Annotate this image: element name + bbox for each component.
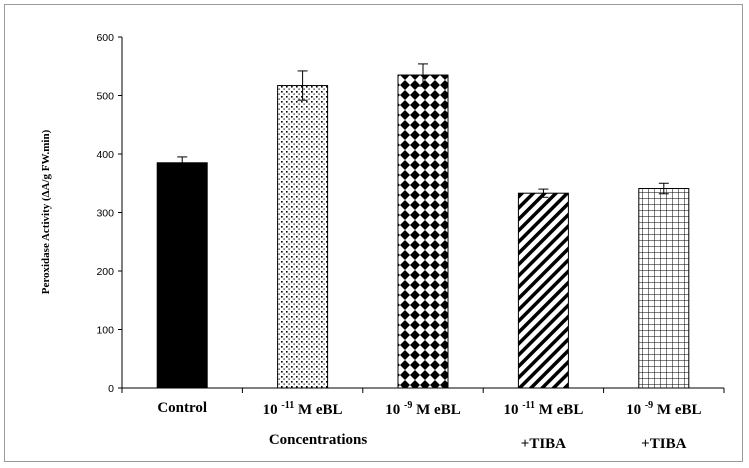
y-tick-label: 500 bbox=[96, 91, 114, 103]
category-label: 10 -11 M eBL bbox=[503, 400, 584, 418]
y-tick-label: 400 bbox=[96, 149, 114, 161]
category-label: 10 -9 M eBL bbox=[626, 400, 702, 418]
category-label-exponent: -11 bbox=[522, 400, 535, 411]
category-label-line2: +TIBA bbox=[520, 436, 567, 452]
y-axis-label: Peroxidase Activity (ΔA/g FW.min) bbox=[40, 129, 52, 295]
chart-frame bbox=[4, 4, 743, 462]
category-label: 10 -11 M eBL bbox=[262, 400, 343, 418]
category-label: Control bbox=[157, 400, 208, 416]
y-tick-label: 100 bbox=[96, 325, 114, 337]
y-tick-label: 600 bbox=[96, 32, 114, 44]
axes: 0 100 200 300 400 500 600 bbox=[96, 32, 725, 395]
category-label-exponent: -9 bbox=[404, 400, 413, 411]
bars bbox=[156, 63, 690, 389]
category-label-line2: +TIBA bbox=[641, 436, 687, 452]
y-tick-label: 200 bbox=[96, 266, 114, 278]
bar bbox=[277, 85, 329, 389]
category-label-exponent: -9 bbox=[644, 400, 654, 411]
y-tick-label: 0 bbox=[108, 383, 114, 395]
bar bbox=[517, 192, 569, 389]
y-tick-label: 300 bbox=[96, 208, 114, 220]
category-label: 10 -9 M eBL bbox=[385, 400, 461, 418]
bar bbox=[156, 162, 208, 389]
category-label-exponent: -11 bbox=[281, 400, 295, 411]
x-axis-label: Concentrations bbox=[268, 432, 368, 448]
bar bbox=[638, 188, 690, 389]
bar bbox=[397, 74, 449, 389]
